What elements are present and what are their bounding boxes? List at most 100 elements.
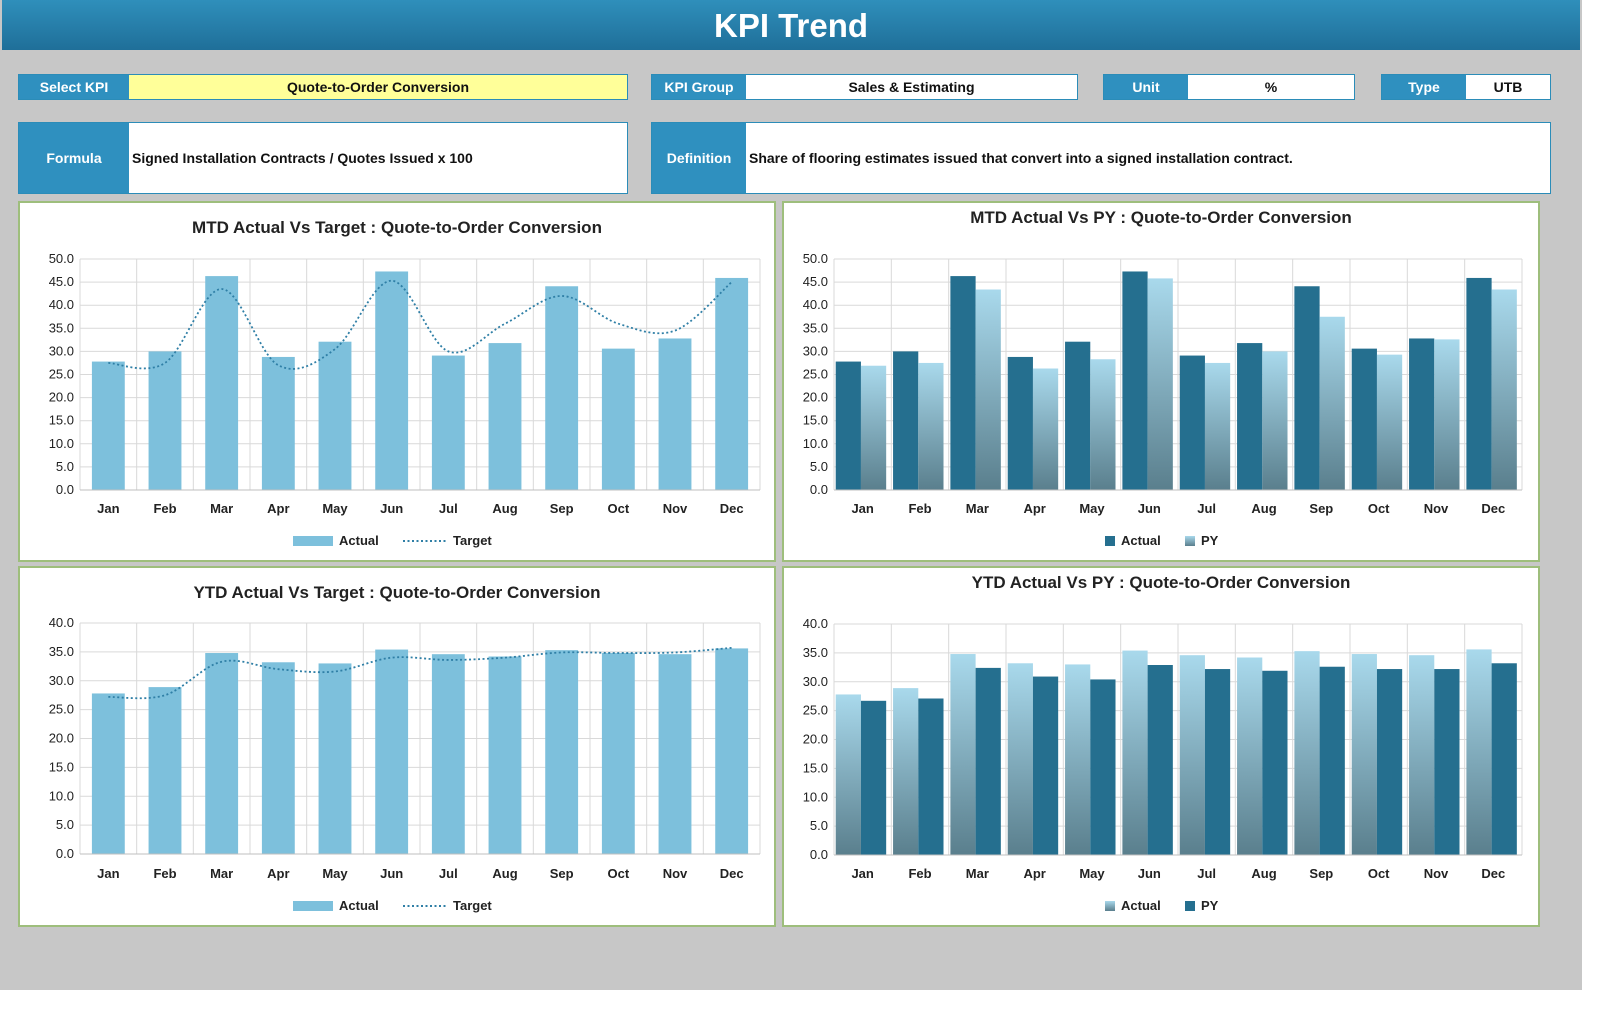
y-tick-label: 10.0 bbox=[49, 788, 74, 803]
formula-value: Signed Installation Contracts / Quotes I… bbox=[132, 150, 473, 166]
y-tick-label: 20.0 bbox=[803, 732, 828, 747]
y-tick-label: 0.0 bbox=[810, 847, 828, 862]
bar-py bbox=[1090, 679, 1116, 855]
x-tick-label: Sep bbox=[550, 866, 574, 881]
bar-py bbox=[1204, 669, 1231, 855]
y-tick-label: 25.0 bbox=[803, 367, 828, 382]
bar-actual bbox=[1294, 651, 1320, 855]
bar-py bbox=[1491, 289, 1517, 490]
x-tick-label: Dec bbox=[720, 501, 744, 516]
bar-actual bbox=[148, 687, 182, 854]
bar-actual bbox=[893, 688, 919, 855]
select-kpi-value[interactable]: Quote-to-Order Conversion bbox=[129, 75, 627, 99]
x-tick-label: Jul bbox=[439, 866, 458, 881]
x-tick-label: Dec bbox=[1481, 501, 1505, 516]
bar-actual bbox=[91, 693, 125, 854]
kpi-group-label: KPI Group bbox=[652, 75, 746, 99]
bar-py bbox=[1204, 362, 1231, 490]
x-tick-label: Jun bbox=[380, 501, 403, 516]
chart-svg: YTD Actual Vs Target : Quote-to-Order Co… bbox=[49, 583, 761, 913]
x-tick-label: Aug bbox=[492, 501, 517, 516]
y-tick-label: 10.0 bbox=[803, 789, 828, 804]
y-tick-label: 20.0 bbox=[49, 390, 74, 405]
svg-text:Actual: Actual bbox=[339, 898, 379, 913]
legend-item-py: PY bbox=[1185, 533, 1219, 548]
bar-py bbox=[1319, 666, 1345, 855]
x-tick-label: May bbox=[1079, 501, 1105, 516]
y-tick-label: 10.0 bbox=[49, 436, 74, 451]
y-tick-label: 35.0 bbox=[803, 645, 828, 660]
bar-actual bbox=[1179, 355, 1205, 490]
svg-text:Target: Target bbox=[453, 533, 492, 548]
x-tick-label: Jan bbox=[851, 501, 873, 516]
mtd-actual-vs-target-chart: MTD Actual Vs Target : Quote-to-Order Co… bbox=[18, 201, 776, 562]
y-tick-label: 5.0 bbox=[56, 459, 74, 474]
x-tick-label: Mar bbox=[210, 501, 233, 516]
x-tick-label: Feb bbox=[908, 866, 931, 881]
bar-py bbox=[1319, 316, 1345, 490]
y-tick-label: 45.0 bbox=[803, 274, 828, 289]
bar-actual bbox=[318, 663, 352, 854]
x-tick-label: Jul bbox=[1197, 866, 1216, 881]
x-tick-label: Oct bbox=[1368, 866, 1390, 881]
bar-actual bbox=[601, 348, 635, 490]
bar-actual bbox=[1007, 356, 1033, 490]
x-tick-label: Feb bbox=[153, 866, 176, 881]
chart-title: YTD Actual Vs Target : Quote-to-Order Co… bbox=[193, 583, 600, 602]
bar-actual bbox=[1409, 338, 1435, 490]
bar-actual bbox=[1237, 657, 1263, 855]
x-tick-label: Sep bbox=[1309, 501, 1333, 516]
y-tick-label: 30.0 bbox=[49, 343, 74, 358]
bar-actual bbox=[1294, 286, 1320, 490]
kpi-group-value: Sales & Estimating bbox=[848, 79, 975, 95]
bar-actual bbox=[545, 286, 579, 490]
y-tick-label: 5.0 bbox=[810, 459, 828, 474]
type-label: Type bbox=[1382, 75, 1466, 99]
chart-title: YTD Actual Vs PY : Quote-to-Order Conver… bbox=[972, 573, 1351, 592]
bar-actual bbox=[91, 361, 125, 490]
svg-text:Actual: Actual bbox=[1121, 533, 1161, 548]
x-tick-label: Oct bbox=[607, 866, 629, 881]
x-tick-label: Mar bbox=[966, 501, 989, 516]
svg-text:Actual: Actual bbox=[339, 533, 379, 548]
y-tick-label: 25.0 bbox=[49, 702, 74, 717]
y-tick-label: 15.0 bbox=[803, 413, 828, 428]
unit-field: Unit % bbox=[1103, 74, 1355, 100]
bar-py bbox=[1147, 665, 1173, 855]
x-tick-label: May bbox=[322, 866, 348, 881]
unit-label: Unit bbox=[1104, 75, 1188, 99]
bar-py bbox=[1032, 368, 1059, 490]
x-tick-label: Sep bbox=[1309, 866, 1333, 881]
bar-py bbox=[1376, 669, 1403, 855]
x-tick-label: Aug bbox=[1251, 866, 1276, 881]
legend-item-target: Target bbox=[403, 533, 492, 548]
page-title: KPI Trend bbox=[2, 0, 1580, 50]
x-tick-label: Oct bbox=[607, 501, 629, 516]
x-tick-label: Apr bbox=[267, 501, 289, 516]
x-tick-label: Nov bbox=[1424, 866, 1449, 881]
select-kpi-field[interactable]: Select KPI Quote-to-Order Conversion bbox=[18, 74, 628, 100]
legend-item-actual: Actual bbox=[1105, 533, 1161, 548]
y-tick-label: 35.0 bbox=[803, 320, 828, 335]
bar-actual bbox=[1409, 655, 1435, 855]
bar-actual bbox=[835, 694, 861, 855]
y-tick-label: 10.0 bbox=[803, 436, 828, 451]
x-tick-label: Nov bbox=[1424, 501, 1449, 516]
bar-py bbox=[1491, 663, 1517, 855]
bar-py bbox=[1262, 351, 1288, 490]
type-field: Type UTB bbox=[1381, 74, 1551, 100]
bar-py bbox=[918, 698, 944, 855]
x-tick-label: Aug bbox=[1251, 501, 1276, 516]
formula-field: Formula Signed Installation Contracts / … bbox=[18, 122, 628, 194]
chart-svg: MTD Actual Vs Target : Quote-to-Order Co… bbox=[49, 218, 761, 548]
bar-actual bbox=[205, 653, 239, 854]
bar-actual bbox=[658, 654, 692, 854]
x-tick-label: Apr bbox=[267, 866, 289, 881]
bar-py bbox=[860, 700, 887, 855]
bar-actual bbox=[1065, 341, 1091, 490]
bar-actual bbox=[1122, 650, 1148, 855]
x-tick-label: Dec bbox=[720, 866, 744, 881]
y-tick-label: 50.0 bbox=[49, 251, 74, 266]
legend-item-py: PY bbox=[1185, 898, 1219, 913]
y-tick-label: 30.0 bbox=[49, 673, 74, 688]
